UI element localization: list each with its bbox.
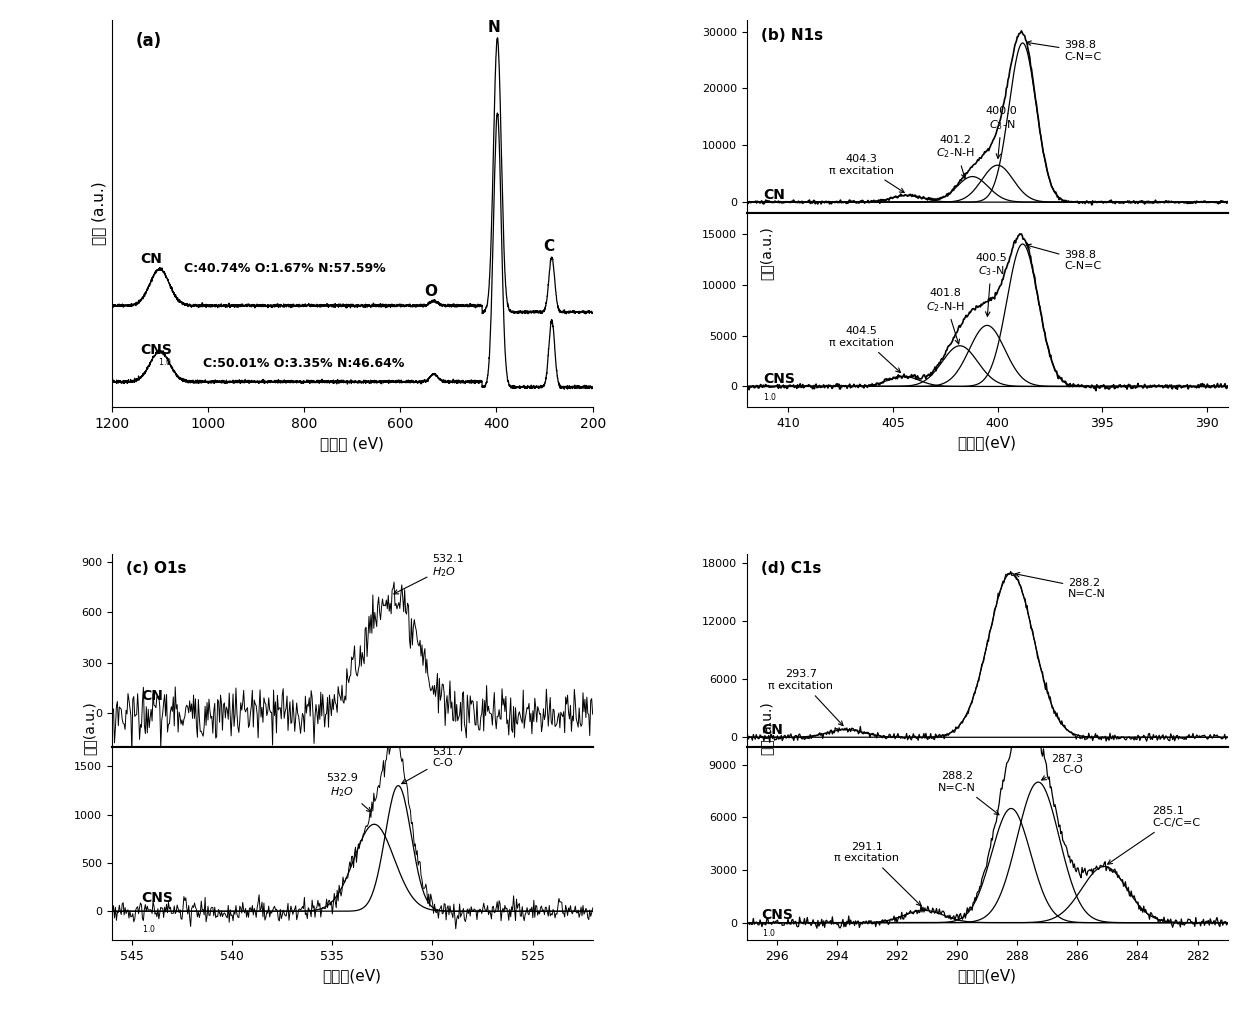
Y-axis label: 强度 (a.u.): 强度 (a.u.)	[91, 182, 107, 246]
Text: C: C	[543, 240, 554, 254]
Text: 400.0
$C_3$-N: 400.0 $C_3$-N	[986, 106, 1018, 159]
Text: 532.1
$H_2O$: 532.1 $H_2O$	[394, 553, 464, 593]
Text: 293.7
π excitation: 293.7 π excitation	[769, 669, 843, 726]
Text: 285.1
C-C/C=C: 285.1 C-C/C=C	[1107, 807, 1200, 864]
Text: 404.3
π excitation: 404.3 π excitation	[830, 154, 904, 192]
Text: 强度(a.u.): 强度(a.u.)	[759, 225, 774, 280]
X-axis label: 结合能(eV): 结合能(eV)	[322, 969, 382, 984]
Text: N: N	[487, 20, 501, 35]
Text: 288.2
N=C-N: 288.2 N=C-N	[939, 771, 999, 815]
Text: 398.8
C-N=C: 398.8 C-N=C	[1027, 244, 1101, 271]
Text: 强度(a.u.): 强度(a.u.)	[82, 701, 97, 755]
Text: $_{1.0}$: $_{1.0}$	[141, 923, 155, 936]
X-axis label: 结合能(eV): 结合能(eV)	[957, 435, 1017, 450]
Text: O: O	[424, 284, 436, 299]
Text: 287.3
C-O: 287.3 C-O	[1042, 754, 1084, 780]
Text: (c) O1s: (c) O1s	[126, 561, 186, 576]
Text: 398.8
C-N=C: 398.8 C-N=C	[1027, 40, 1101, 62]
Text: 288.2
N=C-N: 288.2 N=C-N	[1016, 572, 1106, 600]
Text: CN: CN	[764, 188, 785, 202]
X-axis label: 结合能(eV): 结合能(eV)	[957, 969, 1017, 984]
Text: 532.9
$H_2O$: 532.9 $H_2O$	[326, 773, 371, 812]
Text: 401.2
$C_2$-N-H: 401.2 $C_2$-N-H	[936, 134, 975, 178]
Text: $_{1.0}$: $_{1.0}$	[764, 391, 777, 403]
Text: C:50.01% O:3.35% N:46.64%: C:50.01% O:3.35% N:46.64%	[203, 357, 404, 370]
Text: CNS: CNS	[764, 372, 795, 386]
Text: (a): (a)	[135, 31, 161, 50]
Text: 404.5
π excitation: 404.5 π excitation	[830, 327, 900, 372]
Text: 强度(a.u.): 强度(a.u.)	[759, 701, 774, 755]
Text: CN: CN	[761, 724, 784, 737]
Text: CN: CN	[140, 252, 162, 266]
Text: 401.8
$C_2$-N-H: 401.8 $C_2$-N-H	[926, 288, 965, 344]
Text: CNS: CNS	[141, 891, 174, 905]
Text: C:40.74% O:1.67% N:57.59%: C:40.74% O:1.67% N:57.59%	[184, 262, 386, 275]
Text: CN: CN	[141, 688, 164, 703]
Text: (b) N1s: (b) N1s	[761, 28, 823, 42]
Text: $_{1.0}$: $_{1.0}$	[159, 356, 172, 369]
Text: 531.7
C-O: 531.7 C-O	[402, 747, 464, 784]
Text: CNS: CNS	[140, 344, 172, 358]
Text: CNS: CNS	[761, 908, 794, 922]
Text: $_{1.0}$: $_{1.0}$	[761, 928, 775, 940]
Text: 291.1
π excitation: 291.1 π excitation	[835, 841, 921, 906]
X-axis label: 结合能 (eV): 结合能 (eV)	[320, 436, 384, 451]
Text: (d) C1s: (d) C1s	[761, 561, 821, 576]
Text: 400.5
$C_3$-N: 400.5 $C_3$-N	[976, 253, 1007, 316]
